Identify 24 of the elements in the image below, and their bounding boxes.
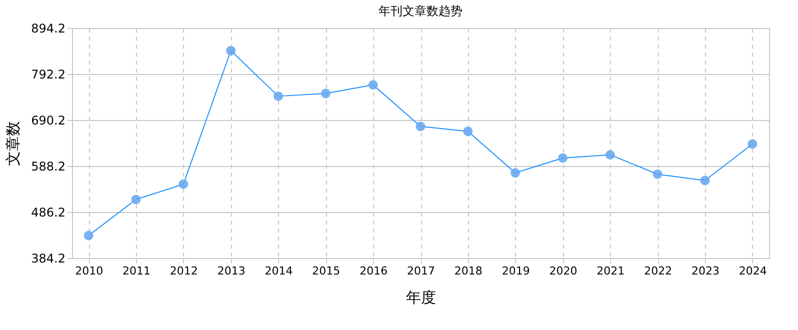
x-tick-label: 2014 [264, 264, 293, 278]
x-axis-title: 年度 [406, 288, 436, 306]
x-tick-label: 2011 [122, 264, 151, 278]
y-tick-label: 690.2 [31, 114, 66, 128]
y-axis-title: 文章数 [4, 121, 22, 166]
x-tick-label: 2017 [407, 264, 435, 278]
x-tick-label: 2020 [549, 264, 578, 278]
y-tick-label: 588.2 [31, 160, 66, 174]
x-tick-label: 2022 [644, 264, 672, 278]
x-tick-label: 2015 [312, 264, 340, 278]
y-tick-label: 792.2 [31, 68, 66, 82]
x-tick-label: 2010 [75, 264, 104, 278]
y-tick-label: 486.2 [31, 206, 66, 220]
y-tick-label: 384.2 [31, 252, 66, 266]
y-tick-label: 894.2 [31, 22, 66, 36]
x-tick-label: 2024 [738, 264, 767, 278]
chart-title: 年刊文章数趋势 [378, 4, 462, 18]
x-tick-label: 2019 [502, 264, 530, 278]
x-tick-label: 2018 [454, 264, 482, 278]
x-tick-label: 2023 [691, 264, 720, 278]
x-tick-label: 2021 [596, 264, 625, 278]
x-tick-label: 2013 [217, 264, 246, 278]
x-tick-label: 2012 [170, 264, 198, 278]
x-tick-label: 2016 [360, 264, 388, 278]
